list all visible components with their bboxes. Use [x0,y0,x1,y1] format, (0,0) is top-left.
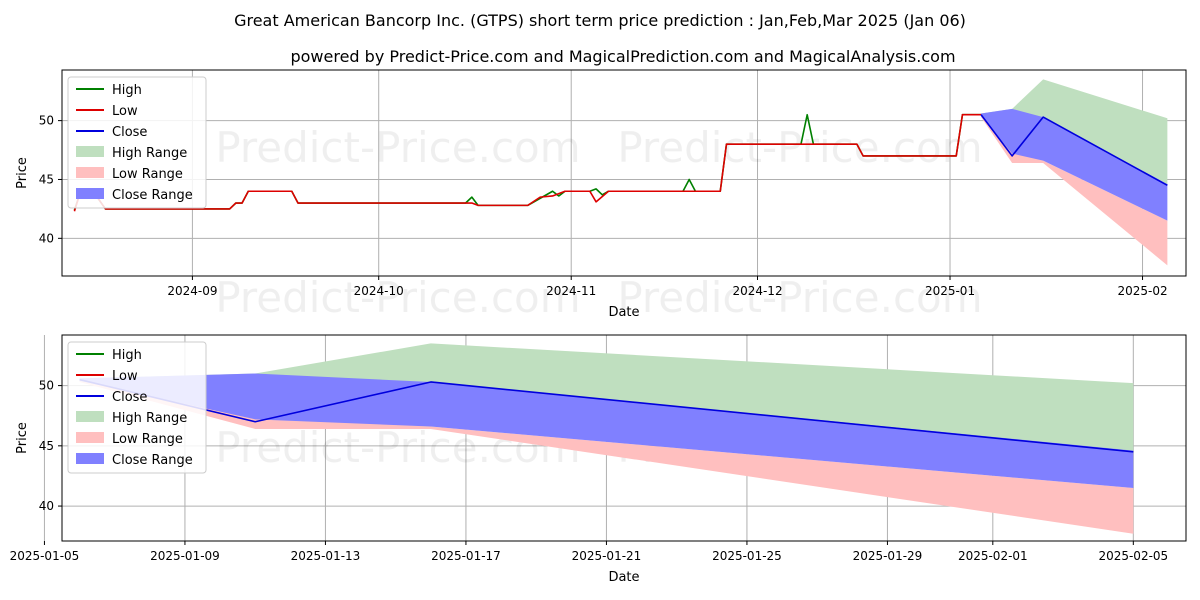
axes-frame [61,334,1187,542]
series-line-low [73,113,982,212]
x-tick-label: 2024-12 [732,284,782,298]
y-tick-label: 50 [39,379,54,393]
legend-label: Close Range [112,453,193,468]
legend-label: Close Range [112,188,193,203]
legend-label: Close [112,125,147,140]
legend-label: High Range [112,146,187,161]
x-tick-label: 2025-02 [1117,284,1167,298]
legend-label: High [112,348,142,363]
legend-label: Low [112,369,138,384]
legend-swatch-close-range [76,188,104,199]
x-tick-label: 2025-01-21 [572,549,642,563]
legend-swatch-low-range [76,167,104,178]
x-tick-label: 2024-11 [546,284,596,298]
x-tick-label: 2025-02-01 [958,549,1028,563]
x-tick-label: 2025-01-09 [150,549,220,563]
legend-label: Low [112,104,138,119]
legend-label: Close [112,390,147,405]
legend-label: Low Range [112,167,183,182]
y-tick-label: 45 [39,439,54,453]
y-tick-label: 50 [39,114,54,128]
axes-frame [61,69,1187,277]
range-band-high-range [981,79,1168,185]
x-axis-label: Date [608,570,639,585]
y-axis-label: Price [15,422,30,454]
watermark-text: Predict-Price.com [215,123,580,172]
chart-title: Great American Bancorp Inc. (GTPS) short… [234,11,966,30]
legend-swatch-high-range [76,411,104,422]
range-band-high-range [79,343,1134,451]
legend-label: High Range [112,411,187,426]
y-tick-label: 40 [39,499,54,513]
watermark-text: Predict-Price.com [617,123,982,172]
chart-panel-2: 2025-01-05 2025-01-09 2025-01-13 2025-01-17… [10,334,1187,585]
y-tick-label: 45 [39,172,54,186]
legend-label: High [112,83,142,98]
series-line-close [980,114,1168,187]
legend-swatch-high-range [76,146,104,157]
x-tick-label: 2025-01-17 [431,549,501,563]
legend-label: Low Range [112,432,183,447]
x-axis-label: Date [608,305,639,320]
y-tick-label: 40 [39,231,54,245]
y-axis-label: Price [15,157,30,189]
x-tick-label: 2024-10 [354,284,404,298]
x-tick-label: 2025-01-29 [853,549,923,563]
watermark-text: Predict-Price.com [617,273,982,322]
x-tick-label: 2025-02-05 [1098,549,1168,563]
x-tick-label: 2025-01-05 [10,549,80,563]
x-tick-label: 2025-01-13 [291,549,361,563]
legend-swatch-low-range [76,432,104,443]
chart-panel-1: 2024-09 2024-10 2024-11 2024-12 2025-01 2025-… [15,69,1187,322]
chart-subtitle: powered by Predict-Price.com and Magical… [290,47,955,66]
x-tick-label: 2025-01 [925,284,975,298]
legend-swatch-close-range [76,453,104,464]
x-tick-label: 2024-09 [167,284,217,298]
x-tick-label: 2025-01-25 [712,549,782,563]
watermark-text: Predict-Price.com [215,273,580,322]
